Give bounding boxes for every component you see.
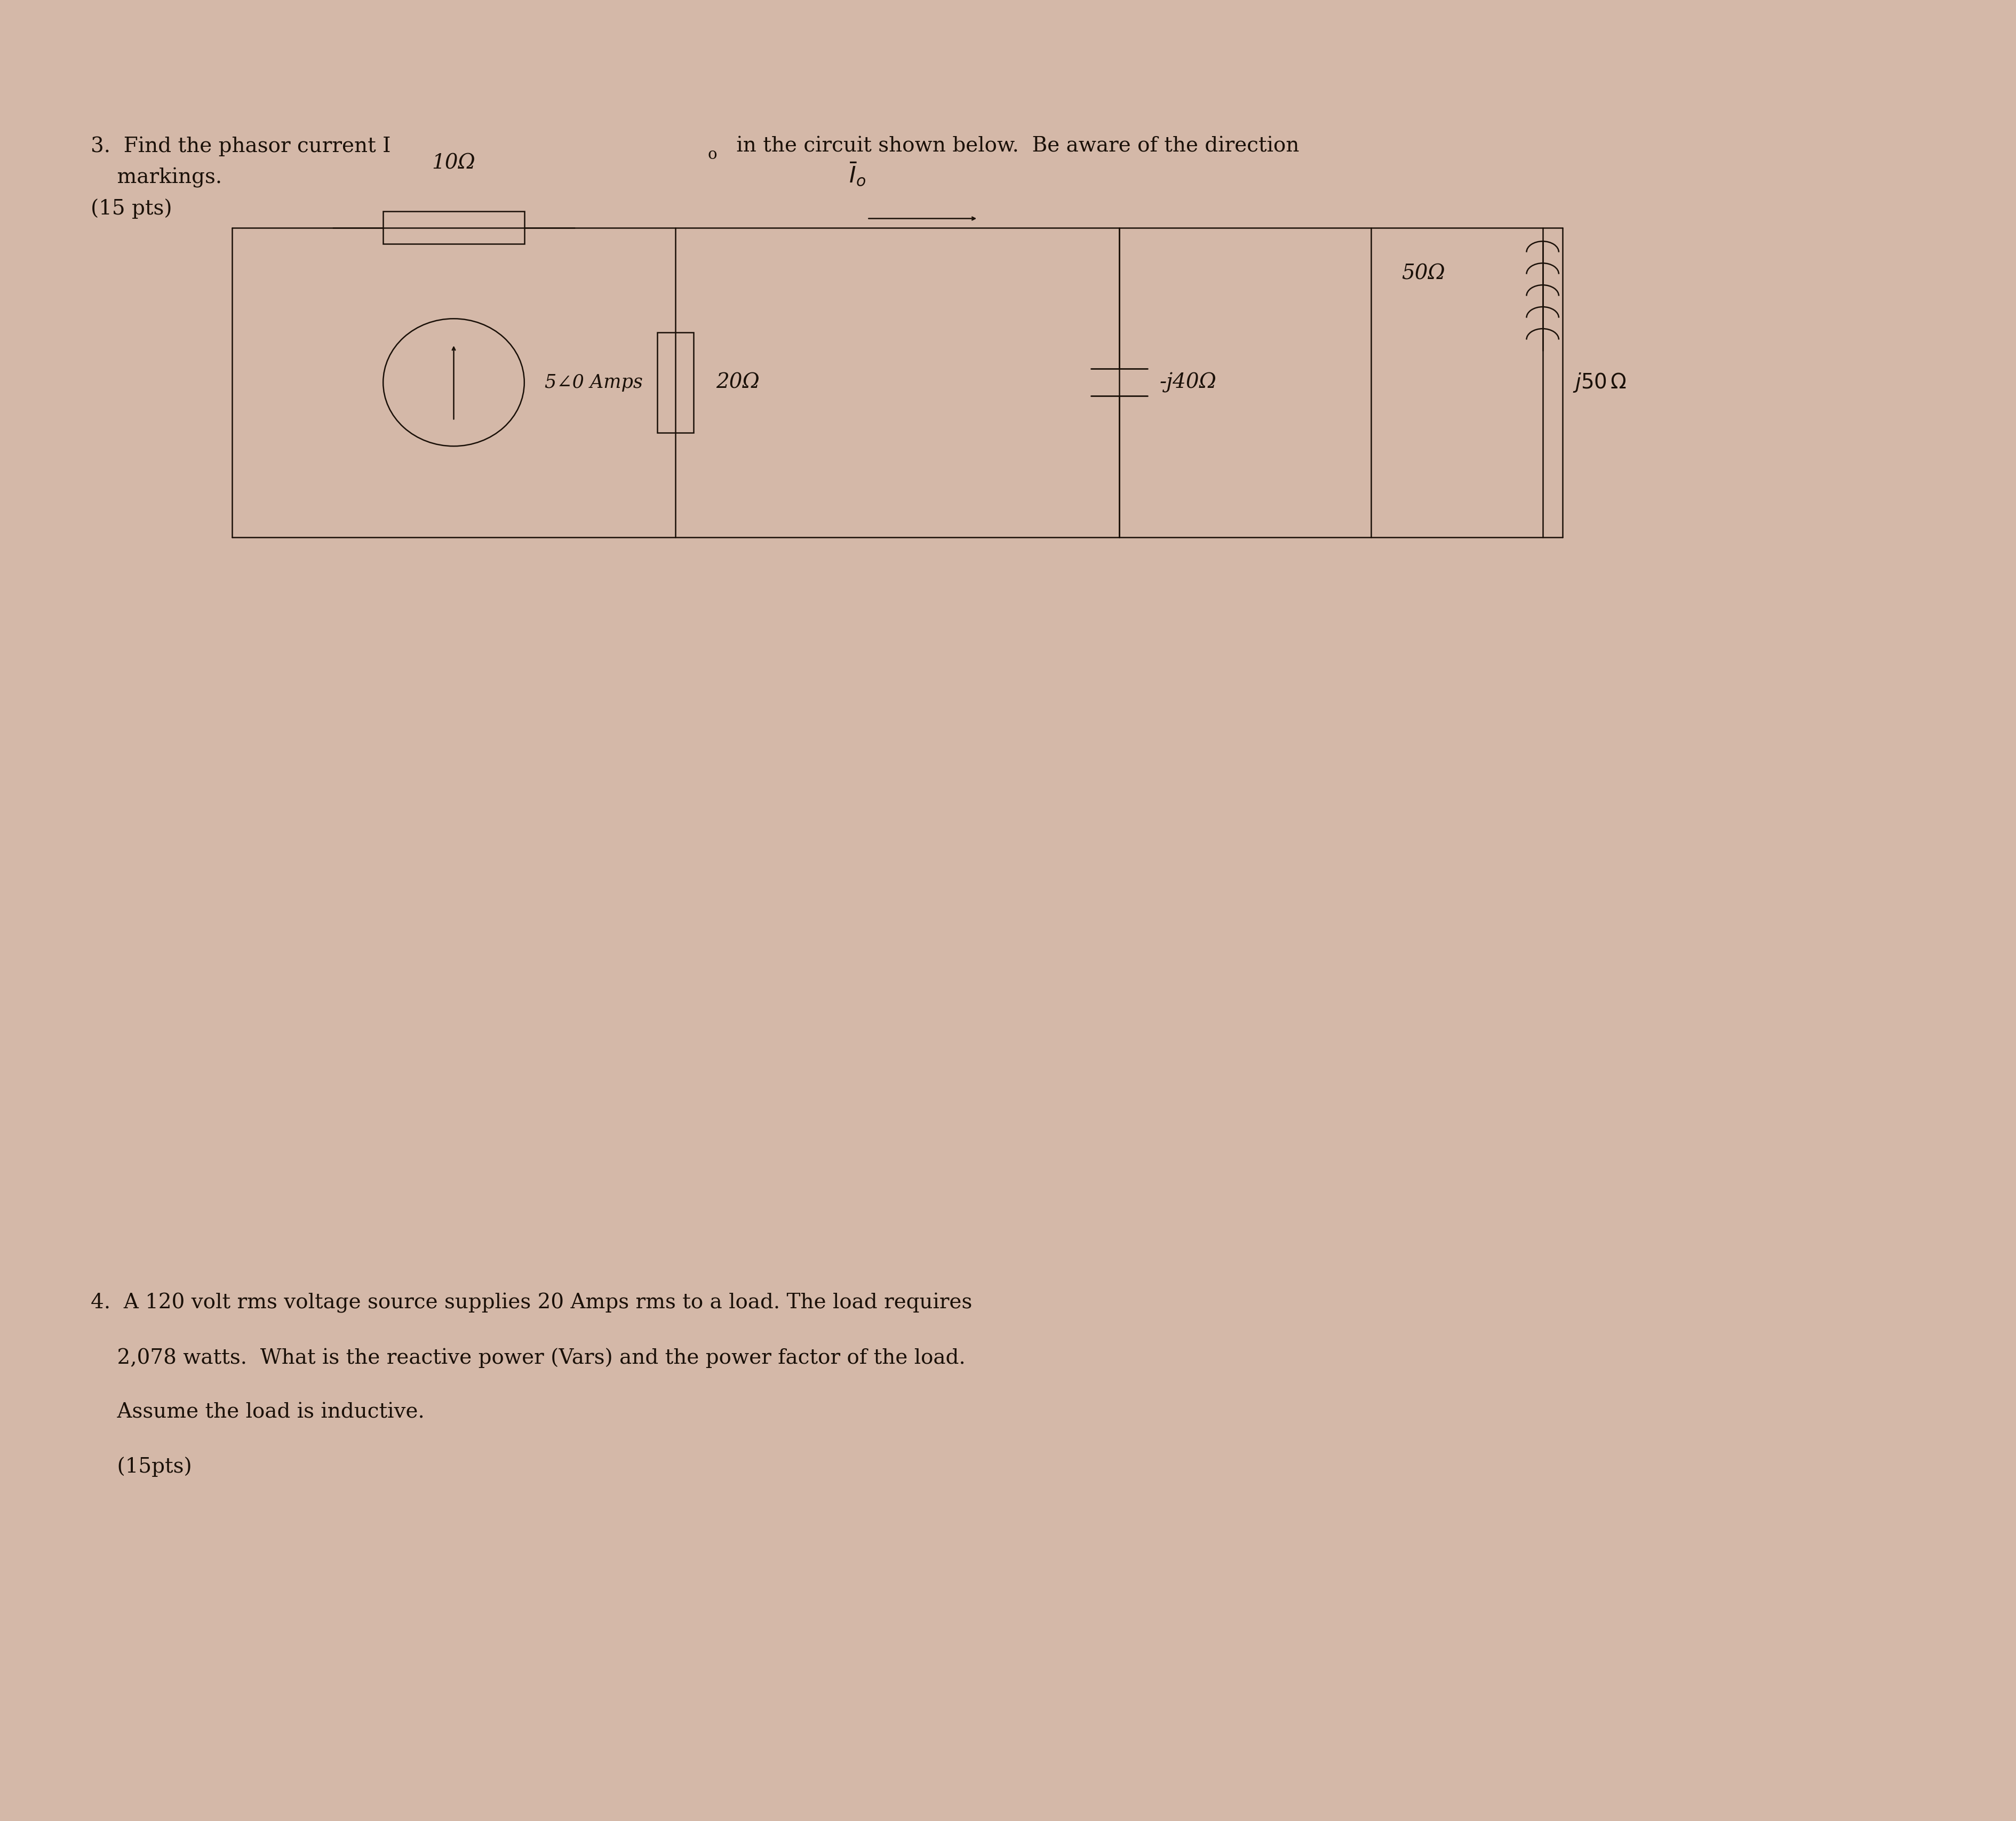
Text: o: o	[708, 148, 718, 162]
Text: $j50\,\Omega$: $j50\,\Omega$	[1572, 371, 1627, 393]
Text: 5∠0 Amps: 5∠0 Amps	[544, 373, 643, 392]
Text: 50Ω: 50Ω	[1401, 264, 1445, 284]
Text: $\bar{I}_o$: $\bar{I}_o$	[849, 160, 865, 188]
Text: 20Ω: 20Ω	[716, 373, 760, 392]
Text: 10Ω: 10Ω	[431, 153, 476, 173]
Text: 2,078 watts.  What is the reactive power (Vars) and the power factor of the load: 2,078 watts. What is the reactive power …	[91, 1348, 966, 1368]
Text: -j40Ω: -j40Ω	[1159, 371, 1216, 393]
Text: 3.  Find the phasor current I: 3. Find the phasor current I	[91, 137, 391, 157]
Text: markings.: markings.	[91, 168, 222, 188]
Text: (15 pts): (15 pts)	[91, 198, 171, 219]
Text: Assume the load is inductive.: Assume the load is inductive.	[91, 1402, 425, 1422]
Text: 4.  A 120 volt rms voltage source supplies 20 Amps rms to a load. The load requi: 4. A 120 volt rms voltage source supplie…	[91, 1293, 972, 1313]
Text: in the circuit shown below.  Be aware of the direction: in the circuit shown below. Be aware of …	[730, 137, 1298, 157]
Text: (15pts): (15pts)	[91, 1457, 192, 1477]
